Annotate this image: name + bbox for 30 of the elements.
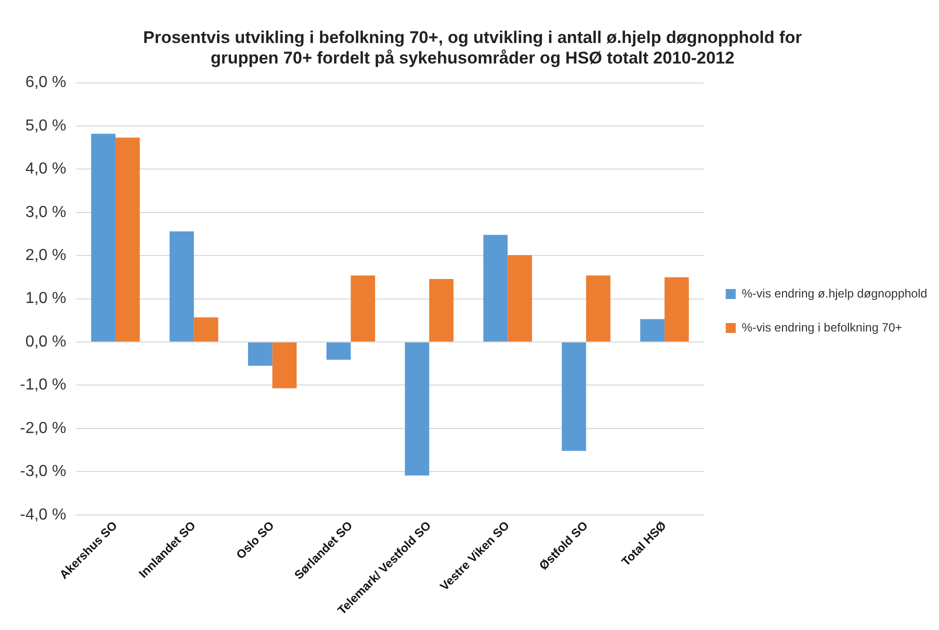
bar	[350, 275, 376, 342]
bar	[248, 342, 272, 366]
bar	[483, 234, 508, 342]
y-tick-label: -3,0 %	[20, 463, 66, 480]
y-tick-label: 4,0 %	[25, 160, 66, 178]
bar	[272, 342, 297, 388]
chart-title: Prosentvis utvikling i befolkning 70+, og utvikling i antall ø.hjelp døgnopphold for gruppen 70+ fordelt på sykehusområder og HSØ totalt 2010-2012	[143, 28, 802, 68]
y-tick-label: 3,0 %	[25, 204, 66, 221]
y-tick-label: -4,0 %	[20, 506, 66, 524]
bar	[429, 278, 454, 342]
bar	[115, 138, 140, 342]
bar	[586, 275, 610, 342]
bar	[508, 255, 532, 342]
legend-label: %-vis endring i befolkning 70+	[742, 320, 902, 334]
y-tick-label: 5,0 %	[25, 117, 66, 134]
legend-label: %-vis endring ø.hjelp døgnopphold	[742, 286, 928, 300]
bar	[664, 277, 689, 342]
y-tick-label: -1,0 %	[20, 376, 66, 394]
y-tick-label: 2,0 %	[25, 247, 66, 264]
bar	[326, 342, 351, 360]
y-tick-label: 0,0 %	[25, 333, 66, 350]
bar	[170, 231, 194, 342]
bar	[91, 134, 116, 342]
y-tick-label: 1,0 %	[25, 290, 66, 308]
bar	[194, 317, 218, 342]
y-tick-label: 6,0 %	[25, 74, 66, 92]
bar	[562, 342, 586, 451]
y-tick-label: -2,0 %	[20, 420, 66, 437]
bar	[404, 342, 430, 476]
bar	[640, 319, 665, 342]
